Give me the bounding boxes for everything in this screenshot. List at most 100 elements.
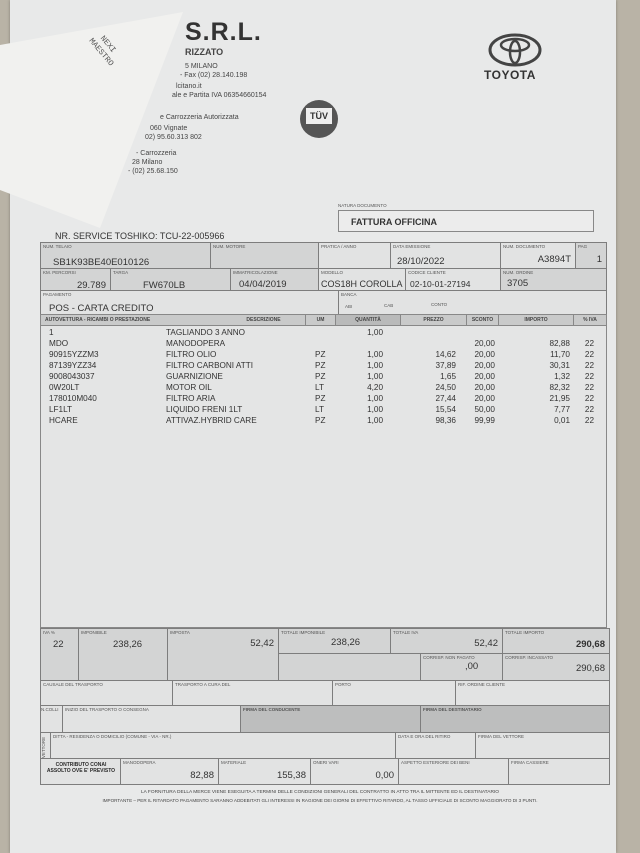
field-inizio-trasporto: INIZIO DEL TRASPORTO O CONSEGNA	[62, 705, 241, 733]
field-porto: PORTO	[332, 680, 456, 706]
document-type-box: FATTURA OFFICINA	[338, 210, 594, 232]
field-pagamento: PAGAMENTO POS - CARTA CREDITO	[40, 290, 339, 315]
cell-code: 0W20LT	[49, 383, 80, 392]
cell-code: MDO	[49, 339, 69, 348]
field-data-ritiro: DATA E ORA DEL RITIRO	[395, 732, 476, 759]
address-line: 5 MILANO	[185, 63, 218, 70]
field-imponibile: IMPONIBILE 238,26	[78, 628, 168, 681]
toyota-wordmark: TOYOTA	[484, 68, 536, 82]
cell-um: LT	[315, 383, 324, 392]
field-firma-cassiere: FIRMA CASSIERE	[508, 758, 610, 785]
cell-um: PZ	[315, 416, 326, 425]
cell-desc: FILTRO OLIO	[166, 350, 217, 359]
cell-um: PZ	[315, 361, 326, 370]
header-amount: IMPORTO	[499, 315, 574, 325]
cell-desc: ATTIVAZ.HYBRID CARE	[166, 416, 257, 425]
cell-price: 98,36	[435, 416, 457, 425]
header-code: AUTOVETTURA - RICAMBI O PRESTAZIONE	[41, 315, 306, 325]
header-vat: % IVA	[583, 317, 597, 323]
table-header: AUTOVETTURA - RICAMBI O PRESTAZIONE DESC…	[41, 315, 606, 326]
field-trasporto-a-cura: TRASPORTO A CURA DEL	[172, 680, 333, 706]
header-um: UM	[306, 315, 336, 325]
cell-code: LF1LT	[49, 405, 73, 414]
field-pag: PAG 1	[575, 242, 607, 269]
cell-vat: 22	[584, 416, 594, 425]
cell-qty: 1,00	[367, 416, 383, 425]
address-line: lcitano.it	[176, 83, 202, 90]
cell-qty: 1,00	[367, 361, 383, 370]
cell-vat: 22	[584, 394, 594, 403]
table-row: 9008043037 GUARNIZIONE PZ 1,00 1,65 20,00 1,32…	[41, 372, 606, 383]
field-corrisp-incassato: CORRISP. INCASSATO 290,68	[502, 653, 610, 681]
cell-discount: 20,00	[474, 372, 496, 381]
items-table: AUTOVETTURA - RICAMBI O PRESTAZIONE DESC…	[40, 314, 607, 628]
field-num-ordine: NUM. ORDINE 3705	[500, 268, 607, 291]
table-row: MDO MANODOPERA 20,00 82,88 22	[41, 339, 606, 350]
field-banca: BANCA ABI CAB CONTO	[338, 290, 607, 315]
toyota-logo	[487, 33, 543, 67]
cell-vat: 22	[584, 372, 594, 381]
cell-desc: GUARNIZIONE	[166, 372, 223, 381]
cell-desc: TAGLIANDO 3 ANNO	[166, 328, 246, 337]
cell-discount: 20,00	[474, 394, 496, 403]
field-ditta: DITTA - RESIDENZA O DOMICILIO (COMUNE - …	[50, 732, 396, 759]
cell-amount: 82,88	[549, 339, 571, 348]
cell-code: 178010M040	[49, 394, 97, 403]
field-totale-imponibile: TOTALE IMPONIBILE 238,26	[278, 628, 391, 654]
cell-code: 87139YZZ34	[49, 361, 97, 370]
cell-desc: FILTRO ARIA	[166, 394, 216, 403]
table-row: 0W20LT MOTOR OIL LT 4,20 24,50 20,00 82,32 22	[41, 383, 606, 394]
header-desc: DESCRIZIONE	[246, 317, 281, 323]
cell-price: 15,54	[435, 405, 457, 414]
document-type-value: FATTURA OFFICINA	[351, 217, 437, 227]
cell-qty: 1,00	[367, 394, 383, 403]
field-firma-vettore: FIRMA DEL VETTORE	[475, 732, 610, 759]
field-codice-cliente: CODICE CLIENTE 02-10-01-27194	[405, 268, 501, 291]
address-line: - Carrozzeria	[136, 150, 177, 157]
cell-desc: MOTOR OIL	[166, 383, 212, 392]
cell-price: 1,65	[440, 372, 456, 381]
field-firma-destinatario: FIRMA DEL DESTINATARIO	[420, 705, 610, 733]
cell-discount: 20,00	[474, 361, 496, 370]
company-name: S.R.L.	[185, 18, 262, 46]
table-row: 90915YZZM3 FILTRO OLIO PZ 1,00 14,62 20,00 11,…	[41, 350, 606, 361]
cell-code: 9008043037	[49, 372, 95, 381]
cell-um: PZ	[315, 350, 326, 359]
cell-price: 37,89	[435, 361, 457, 370]
cell-qty: 1,00	[367, 405, 383, 414]
cell-qty: 1,00	[367, 350, 383, 359]
address-line: 28 Milano	[132, 159, 163, 166]
cell-amount: 21,95	[549, 394, 571, 403]
cell-um: PZ	[315, 394, 326, 403]
cell-amount: 7,77	[554, 405, 570, 414]
company-subtitle: RIZZATO	[185, 47, 224, 57]
header-price: PREZZO	[401, 315, 467, 325]
cell-code: HCARE	[49, 416, 78, 425]
field-imposta: IMPOSTA 52,42	[167, 628, 279, 681]
cell-desc: LIQUIDO FRENI 1LT	[166, 405, 243, 414]
cell-discount: 20,00	[474, 383, 496, 392]
cell-amount: 1,32	[554, 372, 570, 381]
cell-price: 24,50	[435, 383, 457, 392]
field-modello: MODELLO COS18H COROLLA	[318, 268, 406, 291]
cell-code: 1	[49, 328, 54, 337]
cell-discount: 20,00	[474, 350, 496, 359]
field-firma-conducente: FIRMA DEL CONDUCENTE	[240, 705, 421, 733]
table-row: HCARE ATTIVAZ.HYBRID CARE PZ 1,00 98,36 99,99…	[41, 416, 606, 427]
field-totale-importo: TOTALE IMPORTO 290,68	[502, 628, 610, 654]
field-causale: CAUSALE DEL TRASPORTO	[40, 680, 173, 706]
cell-amount: 11,70	[550, 350, 570, 359]
field-n-colli: N.COLLI	[40, 705, 63, 733]
table-row: 1 TAGLIANDO 3 ANNO 1,00	[41, 328, 606, 339]
header-qty: QUANTITÀ	[336, 315, 401, 325]
cell-desc: FILTRO CARBONI ATTI	[166, 361, 254, 370]
field-km: KM. PERCORSI 29.789	[40, 268, 111, 291]
cell-vat: 22	[584, 383, 594, 392]
table-row: LF1LT LIQUIDO FRENI 1LT LT 1,00 15,54 50,00 7,…	[41, 405, 606, 416]
cell-discount: 99,99	[474, 416, 496, 425]
field-num-documento: NUM. DOCUMENTO A3894T	[500, 242, 576, 269]
cell-amount: 30,31	[549, 361, 571, 370]
field-pratica-anno: PRATICA / ANNO	[318, 242, 391, 269]
field-num-telaio: NUM. TELAIO SB1K93BE40E010126	[40, 242, 211, 269]
cell-discount: 20,00	[474, 339, 496, 348]
